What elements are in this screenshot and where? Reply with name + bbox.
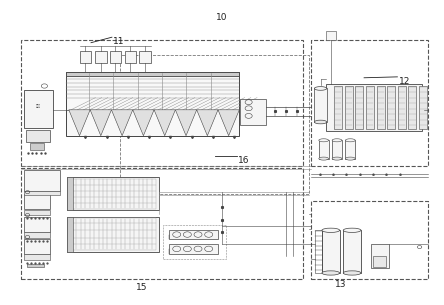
Bar <box>387 86 395 129</box>
Bar <box>67 177 73 210</box>
Bar <box>345 86 353 129</box>
Bar <box>398 86 406 129</box>
Ellipse shape <box>343 271 361 275</box>
Bar <box>163 225 226 259</box>
Bar <box>26 130 50 142</box>
Ellipse shape <box>343 228 361 232</box>
Bar <box>24 239 50 254</box>
Ellipse shape <box>322 271 340 275</box>
Polygon shape <box>154 110 175 136</box>
Bar <box>24 254 50 260</box>
Bar <box>24 232 50 238</box>
Ellipse shape <box>314 87 327 90</box>
Ellipse shape <box>345 139 355 142</box>
Bar <box>311 40 428 166</box>
Text: 13: 13 <box>335 280 347 289</box>
Polygon shape <box>197 110 218 136</box>
Bar <box>371 244 388 268</box>
Polygon shape <box>111 110 133 136</box>
Bar <box>355 86 363 129</box>
Polygon shape <box>69 110 90 136</box>
Bar <box>139 51 151 63</box>
Bar <box>326 84 422 131</box>
Ellipse shape <box>332 157 342 160</box>
Polygon shape <box>175 110 197 136</box>
Bar <box>419 86 427 129</box>
Bar <box>67 177 159 210</box>
Bar <box>66 72 239 136</box>
Bar <box>322 230 340 273</box>
Ellipse shape <box>332 139 342 142</box>
Text: 12: 12 <box>399 77 410 86</box>
Bar <box>345 140 355 159</box>
Bar <box>311 201 428 279</box>
Text: 16: 16 <box>238 156 250 165</box>
Bar <box>125 51 136 63</box>
Bar <box>408 86 416 129</box>
Bar <box>21 168 303 279</box>
Bar <box>110 51 121 63</box>
Bar <box>24 191 60 195</box>
Bar <box>27 242 44 246</box>
Bar <box>120 55 309 194</box>
Bar <box>169 244 218 254</box>
Bar <box>169 230 218 239</box>
Bar <box>67 217 73 252</box>
Polygon shape <box>218 110 239 136</box>
Ellipse shape <box>314 120 327 124</box>
Text: 污水箱: 污水箱 <box>36 105 41 109</box>
Bar <box>67 217 159 252</box>
Bar <box>377 86 385 129</box>
Bar <box>240 99 266 125</box>
Bar <box>80 51 91 63</box>
Bar <box>366 86 374 129</box>
Bar <box>27 264 44 267</box>
Text: 15: 15 <box>136 283 148 292</box>
Bar <box>24 194 50 209</box>
Polygon shape <box>90 110 111 136</box>
Ellipse shape <box>319 139 329 142</box>
Bar <box>315 230 322 273</box>
Text: 11: 11 <box>113 37 125 46</box>
Bar <box>24 210 50 215</box>
Bar <box>373 256 386 267</box>
Polygon shape <box>133 110 154 136</box>
Bar <box>319 140 329 159</box>
Text: 10: 10 <box>216 13 228 22</box>
Bar <box>70 218 156 250</box>
Bar <box>24 90 53 128</box>
Bar <box>70 179 156 209</box>
Bar <box>95 51 107 63</box>
Ellipse shape <box>322 228 340 232</box>
Bar <box>334 86 342 129</box>
Bar <box>343 230 361 273</box>
Bar <box>332 140 342 159</box>
Bar <box>27 219 44 223</box>
Bar <box>66 72 239 76</box>
Bar <box>24 170 60 191</box>
Bar <box>326 31 336 40</box>
Bar <box>30 143 44 150</box>
Bar <box>24 217 50 232</box>
Ellipse shape <box>319 157 329 160</box>
Ellipse shape <box>345 157 355 160</box>
Bar <box>314 88 327 122</box>
Bar <box>21 40 303 166</box>
